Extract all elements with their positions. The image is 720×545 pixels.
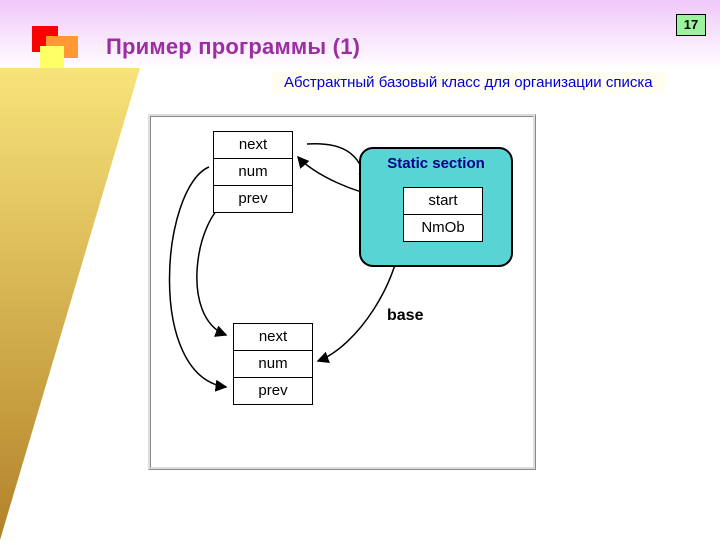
static-section-title: Static section [361, 155, 511, 172]
list-node-1: next num prev [213, 131, 293, 213]
static-section-inner: start NmOb [403, 187, 483, 242]
node2-prev-cell: prev [234, 378, 312, 404]
node2-num-cell: num [234, 351, 312, 378]
slide-title: Пример программы (1) [106, 34, 360, 60]
static-start-cell: start [404, 188, 482, 215]
node2-next-cell: next [234, 324, 312, 351]
diagram-frame: next num prev next num prev Static secti… [148, 114, 536, 470]
slide-logo [28, 22, 80, 74]
base-label: base [387, 307, 423, 325]
node1-prev-cell: prev [214, 186, 292, 212]
list-node-2: next num prev [233, 323, 313, 405]
static-nmob-cell: NmOb [404, 215, 482, 241]
page-number: 17 [676, 14, 706, 36]
node1-next-cell: next [214, 132, 292, 159]
static-section: Static section start NmOb [359, 147, 513, 267]
node1-num-cell: num [214, 159, 292, 186]
slide-subtitle: Абстрактный базовый класс для организаци… [272, 72, 665, 93]
